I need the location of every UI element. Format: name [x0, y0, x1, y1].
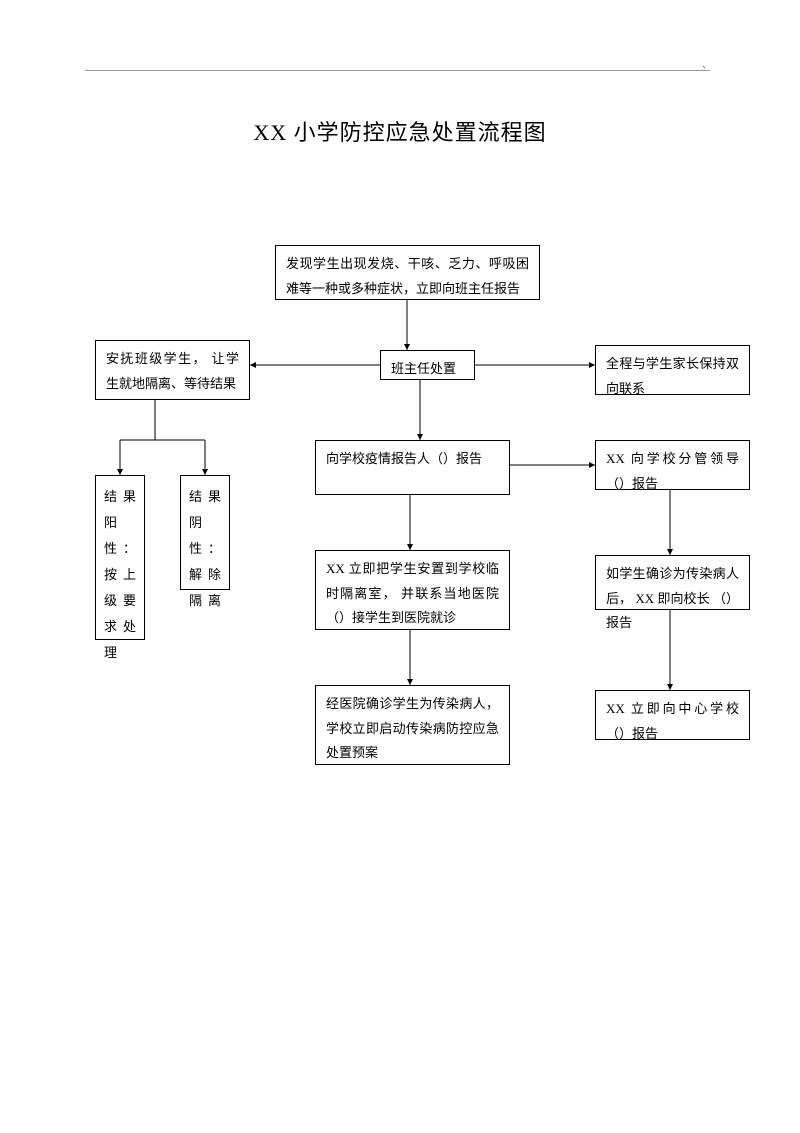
node-report-leader: XX 向学校分管领导 （）报告: [595, 440, 750, 490]
node-contact-parents: 全程与学生家长保持双向联系: [595, 345, 750, 395]
header-rule: [85, 70, 710, 71]
node-calm-class: 安抚班级学生， 让学生就地隔离、等待结果: [95, 340, 250, 400]
node-result-positive: 结 果阳 性：按 上级 要求 处理: [95, 475, 145, 640]
node-result-negative: 结 果阴 性：解 除隔离: [180, 475, 230, 590]
node-detect-symptoms: 发现学生出现发烧、干咳、乏力、呼吸困难等一种或多种症状，立即向班主任报告: [275, 245, 540, 300]
node-teacher-handle: 班主任处置: [380, 350, 475, 380]
node-activate-plan: 经医院确诊学生为传染病人，学校立即启动传染病防控应急处置预案: [315, 685, 510, 765]
node-report-center: XX 立即向中心学校 （）报告: [595, 690, 750, 740]
header-dot: 、: [702, 56, 712, 71]
node-report-school: 向学校疫情报告人（）报告: [315, 440, 510, 495]
node-report-principal: 如学生确诊为传染病人后， XX 即向校长 （）报告: [595, 555, 750, 610]
node-isolate-hospital: XX 立即把学生安置到学校临时隔离室， 并联系当地医院 （）接学生到医院就诊: [315, 550, 510, 630]
page-title: XX 小学防控应急处置流程图: [0, 115, 800, 147]
